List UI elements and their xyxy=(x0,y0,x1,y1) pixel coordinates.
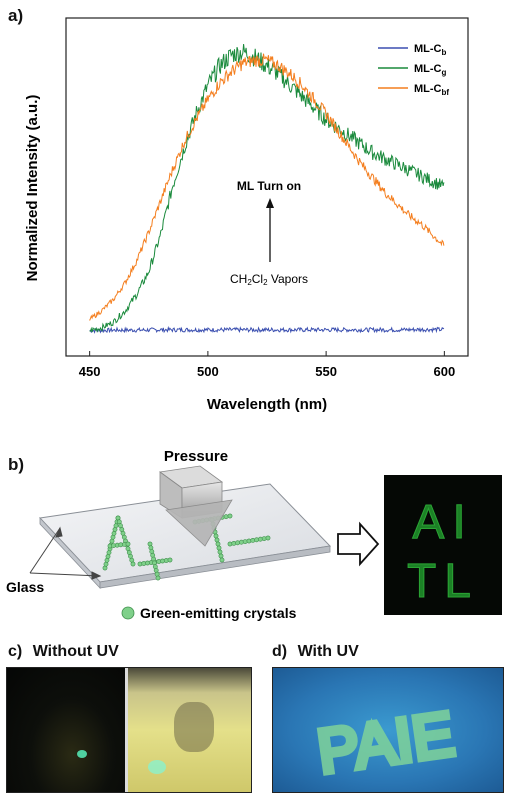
glass-pointer-lines xyxy=(29,526,102,580)
crystal-dot xyxy=(116,519,122,525)
crystal-dot xyxy=(254,537,259,543)
result-arrow-icon xyxy=(337,521,380,567)
x-tick-label: 550 xyxy=(315,364,337,379)
y-axis-label: Normalized Intensity (a.u.) xyxy=(24,95,41,282)
legend-entry-ml-cb: ML-Cb xyxy=(414,43,447,57)
panel-d-letter: d) xyxy=(272,643,288,660)
panel-b-label: b) xyxy=(8,455,25,474)
annotation-vapors: CH2Cl2 Vapors xyxy=(230,272,308,287)
panel-c-label: c) Without UV xyxy=(8,643,119,661)
x-tick-label: 600 xyxy=(434,364,456,379)
legend-main: ML-C xyxy=(414,43,442,55)
crystal-dot xyxy=(214,537,220,543)
annotation-arrow xyxy=(266,198,274,262)
crystal-dot xyxy=(261,536,267,541)
vapor-sub2: 2 xyxy=(263,278,268,287)
panel-c-title: Without UV xyxy=(32,643,119,660)
crystal-dot xyxy=(235,540,240,546)
green-crystal-dot-icon xyxy=(121,606,135,620)
crystal-dot xyxy=(128,553,133,559)
legend-main: ML-C xyxy=(414,63,442,75)
legend-sub: b xyxy=(442,48,447,57)
crystal-dot xyxy=(125,541,131,547)
crystal-dot xyxy=(265,535,271,541)
legend-sub: g xyxy=(442,68,447,77)
series-line-ml-cg xyxy=(89,43,445,334)
uv-photo-text: PAIE xyxy=(313,700,458,787)
dark-vial xyxy=(7,668,125,792)
vapor-sub1: 2 xyxy=(247,278,252,287)
annotation-turn-on: ML Turn on xyxy=(237,179,301,193)
vapor-suffix: Vapors xyxy=(268,272,308,286)
result-photo: AI TL xyxy=(384,475,502,615)
x-tick-label: 500 xyxy=(197,364,219,379)
legend-entry-ml-cbf: ML-Cbf xyxy=(414,83,449,97)
crystal-dot xyxy=(250,538,256,543)
glass-label: Glass xyxy=(6,579,44,595)
result-text-top: AI xyxy=(412,496,473,549)
crystal-dot xyxy=(219,557,225,563)
crystal-dot xyxy=(120,530,126,536)
vapor-prefix: CH xyxy=(230,272,247,286)
crystal-dot xyxy=(109,538,115,544)
legend: ML-Cb ML-Cg ML-Cbf xyxy=(378,43,449,97)
crystal-dot xyxy=(130,561,136,567)
without-uv-photo xyxy=(6,667,252,793)
series-layer xyxy=(89,43,445,334)
x-axis-label: Wavelength (nm) xyxy=(207,396,327,413)
series-line-ml-cbf xyxy=(89,53,445,321)
pressure-block xyxy=(158,465,233,547)
with-uv-photo: PAIE xyxy=(272,667,504,793)
crystal-dot xyxy=(113,523,119,529)
bright-vial-glow xyxy=(148,760,166,774)
crystal-dot xyxy=(238,539,244,545)
crystal-dot xyxy=(167,557,173,563)
pressure-label: Pressure xyxy=(164,448,228,465)
crystal-dot xyxy=(217,549,223,555)
panel-d-title: With UV xyxy=(297,643,359,660)
plot-frame xyxy=(65,17,469,357)
panel-a-label: a) xyxy=(8,6,24,25)
panel-d-label: d) With UV xyxy=(272,643,359,661)
crystal-dot xyxy=(218,553,224,559)
bright-vial xyxy=(128,668,251,792)
legend-entry-ml-cg: ML-Cg xyxy=(414,63,447,77)
legend-main: ML-C xyxy=(414,83,442,95)
crystal-dot xyxy=(111,531,117,536)
crystal-dot xyxy=(155,575,161,581)
crystal-dot xyxy=(227,541,233,547)
with-uv-photo-art: PAIE xyxy=(310,697,461,790)
crystal-dot xyxy=(105,554,111,559)
crystal-dot xyxy=(242,539,248,544)
bright-vial-shadow xyxy=(174,702,214,752)
crystal-dot xyxy=(103,561,109,567)
pressure-schematic: Pressure Glass Green-emitting crystals xyxy=(6,448,380,621)
crystal-dot xyxy=(215,541,221,547)
legend-sub: bf xyxy=(442,88,450,97)
x-tick-label: 450 xyxy=(79,364,101,379)
result-text-bottom: TL xyxy=(407,555,479,608)
crystal-dot xyxy=(257,536,263,542)
crystals-label: Green-emitting crystals xyxy=(140,605,297,621)
dark-vial-spot xyxy=(77,750,87,758)
result-photo-art: AI TL xyxy=(406,496,479,609)
crystal-dot xyxy=(216,545,222,551)
series-line-ml-cb xyxy=(89,325,445,334)
crystal-dot xyxy=(151,556,156,562)
crystal-dot xyxy=(246,538,252,544)
luminescence-chart: 450 500 550 600 Wavelength (nm) Normalized … xyxy=(24,17,469,413)
crystal-dot xyxy=(213,533,219,539)
crystal-dot xyxy=(227,513,233,519)
x-axis-ticks: 450 500 550 600 xyxy=(79,351,455,379)
photo-divider xyxy=(125,668,128,792)
crystal-dot xyxy=(223,514,229,520)
vapor-mid: Cl xyxy=(252,272,263,286)
crystal-dot xyxy=(231,541,237,546)
panel-c-letter: c) xyxy=(8,643,23,660)
